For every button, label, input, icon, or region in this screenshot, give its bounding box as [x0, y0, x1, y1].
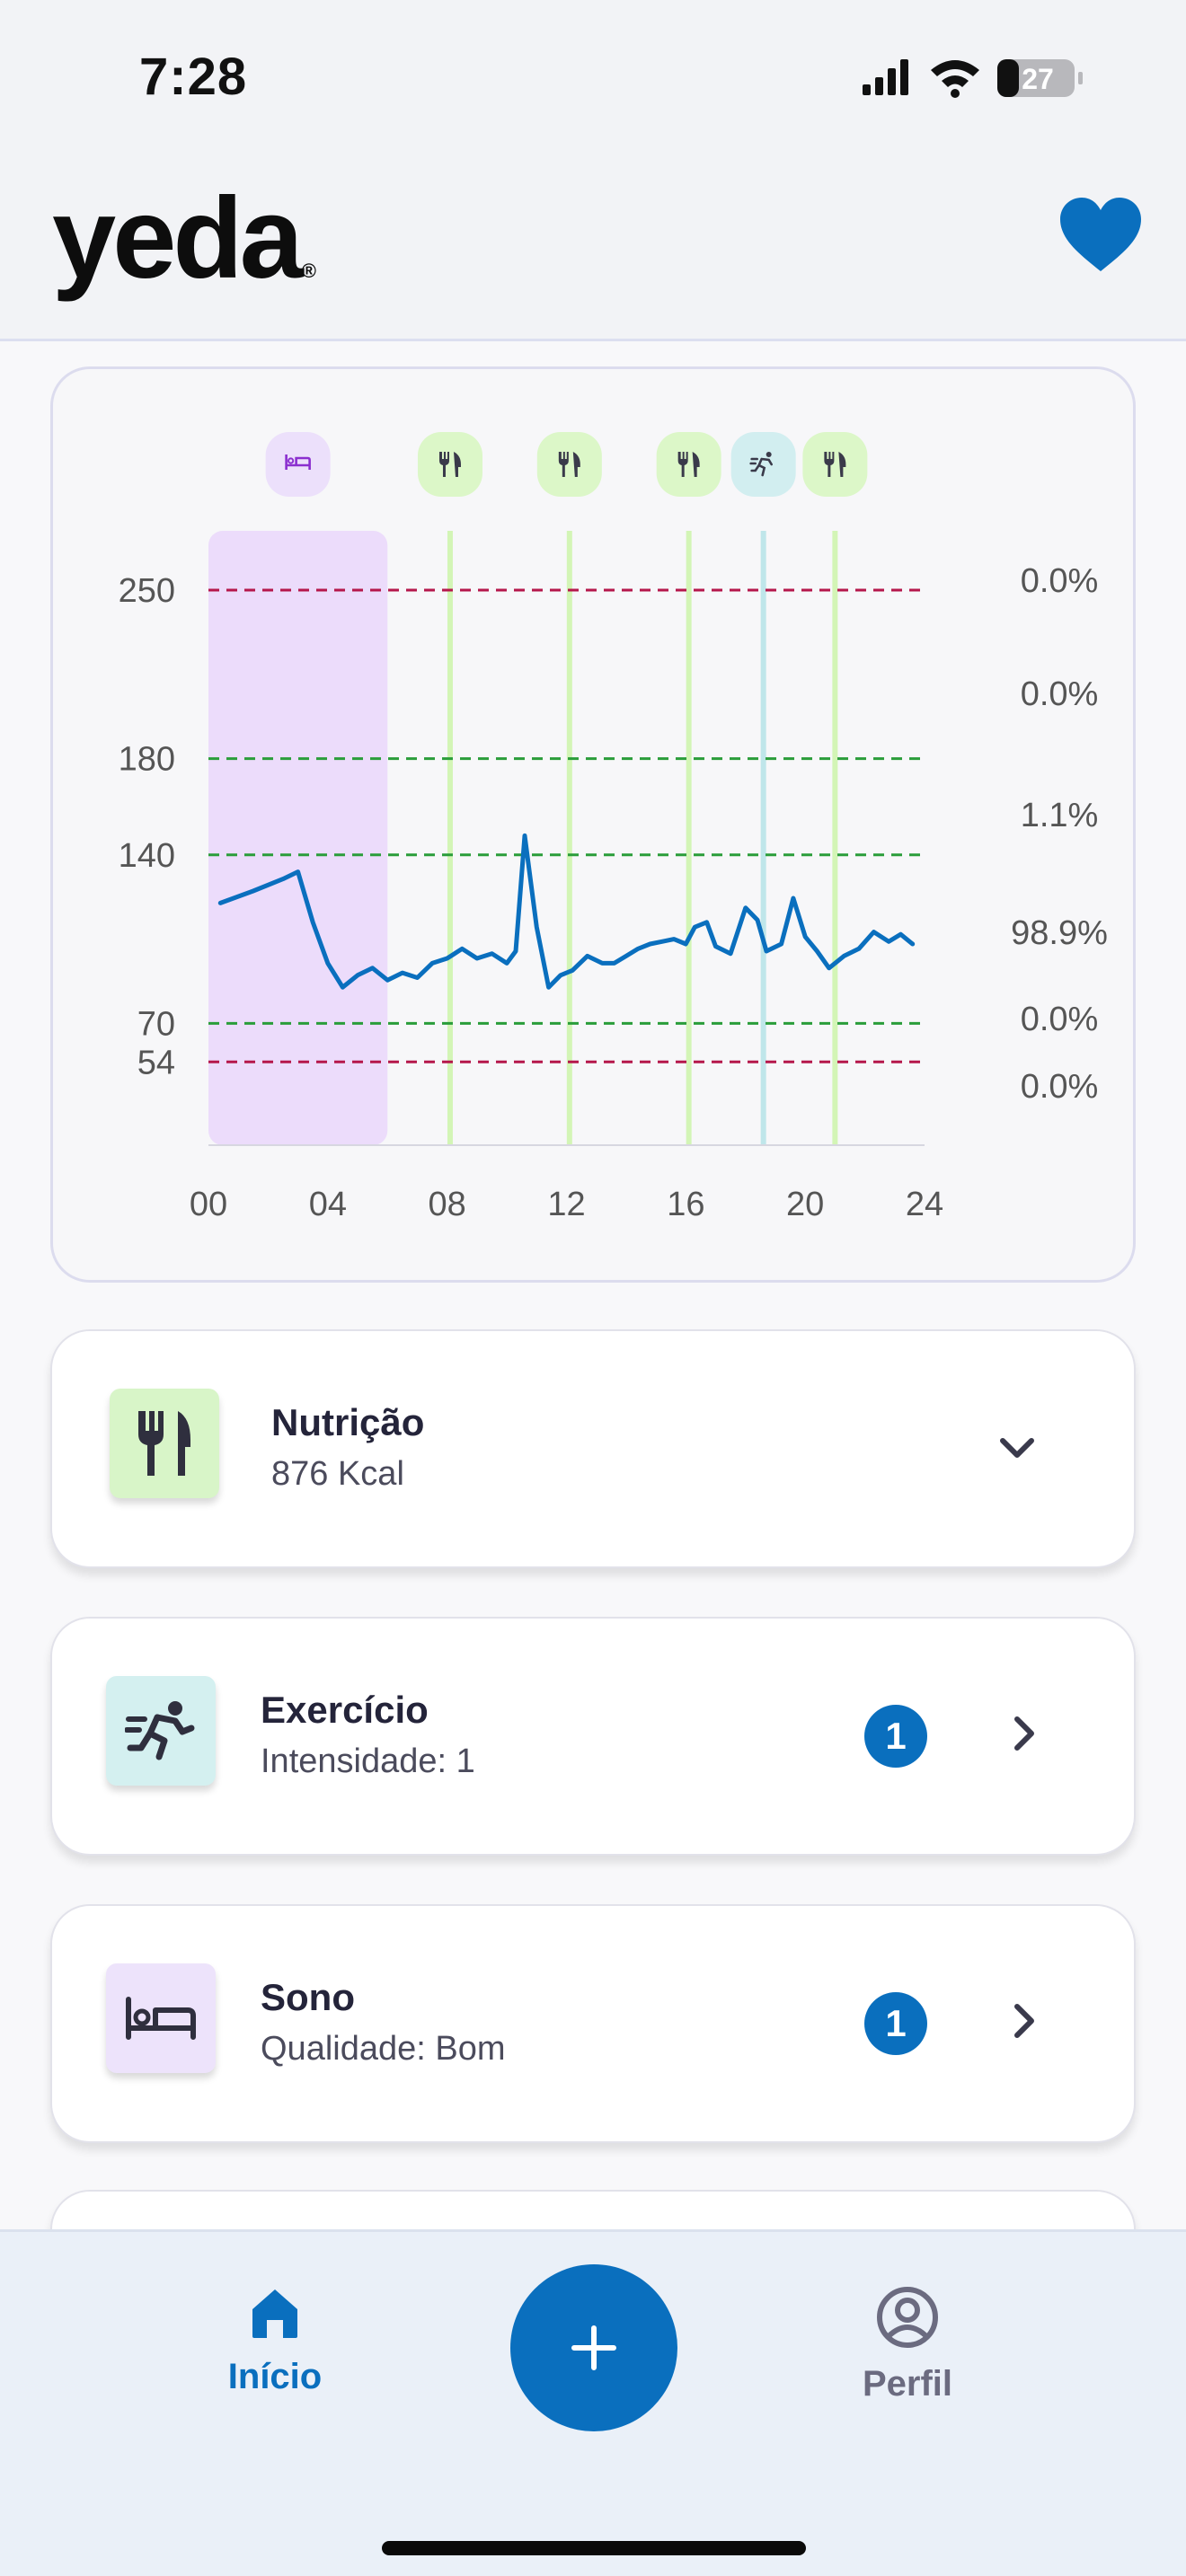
x-tick-label: 20 [786, 1186, 824, 1223]
y-tick-label: 140 [119, 837, 175, 875]
x-tick-label: 16 [667, 1186, 704, 1223]
running-icon [125, 1701, 195, 1760]
bed-icon [126, 1997, 196, 2040]
sleep-title: Sono [261, 1976, 355, 2018]
exercise-event-marker [730, 432, 796, 497]
range-percentage-label: 0.0% [1021, 1001, 1099, 1038]
nav-home[interactable]: Início [185, 2286, 365, 2397]
meal-event-marker [802, 432, 868, 497]
status-time: 7:28 [139, 48, 248, 106]
x-tick-label: 24 [906, 1186, 943, 1223]
home-icon [252, 2289, 297, 2338]
nutrition-card[interactable]: Nutrição 876 Kcal [50, 1329, 1136, 1568]
battery-icon: 27 [997, 59, 1083, 97]
range-percentage-label: 0.0% [1021, 1068, 1099, 1106]
heart-icon[interactable] [1058, 196, 1143, 273]
bottom-navigation: Início Perfil [0, 2229, 1186, 2576]
yeda-logo: yeda® [52, 174, 316, 303]
nav-profile-label: Perfil [862, 2364, 953, 2404]
range-percentage-label: 1.1% [1021, 797, 1099, 834]
x-tick-label: 00 [190, 1186, 227, 1223]
sleep-icon-box [106, 1963, 216, 2073]
range-percentage-label: 0.0% [1021, 675, 1099, 713]
exercise-title: Exercício [261, 1689, 429, 1731]
add-button[interactable] [510, 2264, 677, 2431]
battery-level: 27 [1022, 63, 1054, 95]
plus-icon [571, 2325, 616, 2370]
fork-knife-icon [438, 452, 461, 477]
nutrition-icon-box [110, 1389, 219, 1498]
app-header: yeda® [0, 153, 1186, 341]
exercise-card[interactable]: Exercício Intensidade: 1 1 [50, 1617, 1136, 1856]
meal-event-marker [656, 432, 721, 497]
profile-icon [877, 2287, 938, 2348]
glucose-chart-card: 250 180 140 70 54 00 04 08 12 16 20 24 0.0% 0.0% 1.1% 9… [50, 366, 1136, 1283]
range-percentage-label: 0.0% [1021, 562, 1099, 600]
nav-profile[interactable]: Perfil [818, 2286, 997, 2404]
chevron-down-icon[interactable] [990, 1421, 1044, 1475]
status-icons: 27 [863, 59, 1083, 98]
x-tick-label: 08 [429, 1186, 466, 1223]
sleep-subtitle: Qualidade: Bom [261, 2030, 506, 2068]
bed-icon [285, 454, 311, 470]
meal-event-marker [417, 432, 482, 497]
fork-knife-icon [677, 452, 700, 477]
chevron-right-icon[interactable] [997, 1707, 1051, 1760]
fork-knife-icon [138, 1411, 190, 1476]
glucose-series-line [217, 833, 916, 990]
exercise-count-badge: 1 [864, 1705, 927, 1768]
wifi-icon [931, 60, 979, 98]
range-percentage-label: 98.9% [1011, 914, 1108, 952]
sleep-card[interactable]: Sono Qualidade: Bom 1 [50, 1904, 1136, 2143]
cellular-signal-icon [863, 59, 908, 95]
nutrition-subtitle: 876 Kcal [271, 1455, 404, 1493]
fork-knife-icon [824, 452, 846, 477]
status-bar: 7:28 27 [0, 0, 1186, 153]
running-icon [749, 452, 773, 477]
exercise-icon-box [106, 1676, 216, 1786]
nav-home-label: Início [227, 2357, 323, 2396]
y-tick-label: 70 [137, 1005, 175, 1043]
x-tick-label: 12 [547, 1186, 585, 1223]
fork-knife-icon [558, 452, 580, 477]
nutrition-title: Nutrição [271, 1401, 425, 1443]
meal-event-marker [536, 432, 602, 497]
y-tick-label: 180 [119, 741, 175, 779]
y-tick-label: 250 [119, 572, 175, 610]
sleep-count-badge: 1 [864, 1992, 927, 2055]
y-tick-label: 54 [137, 1044, 175, 1081]
home-indicator [382, 2541, 806, 2555]
x-tick-label: 04 [309, 1186, 347, 1223]
sleep-period-band [208, 531, 388, 1145]
chevron-right-icon[interactable] [997, 1994, 1051, 2048]
exercise-subtitle: Intensidade: 1 [261, 1742, 475, 1780]
